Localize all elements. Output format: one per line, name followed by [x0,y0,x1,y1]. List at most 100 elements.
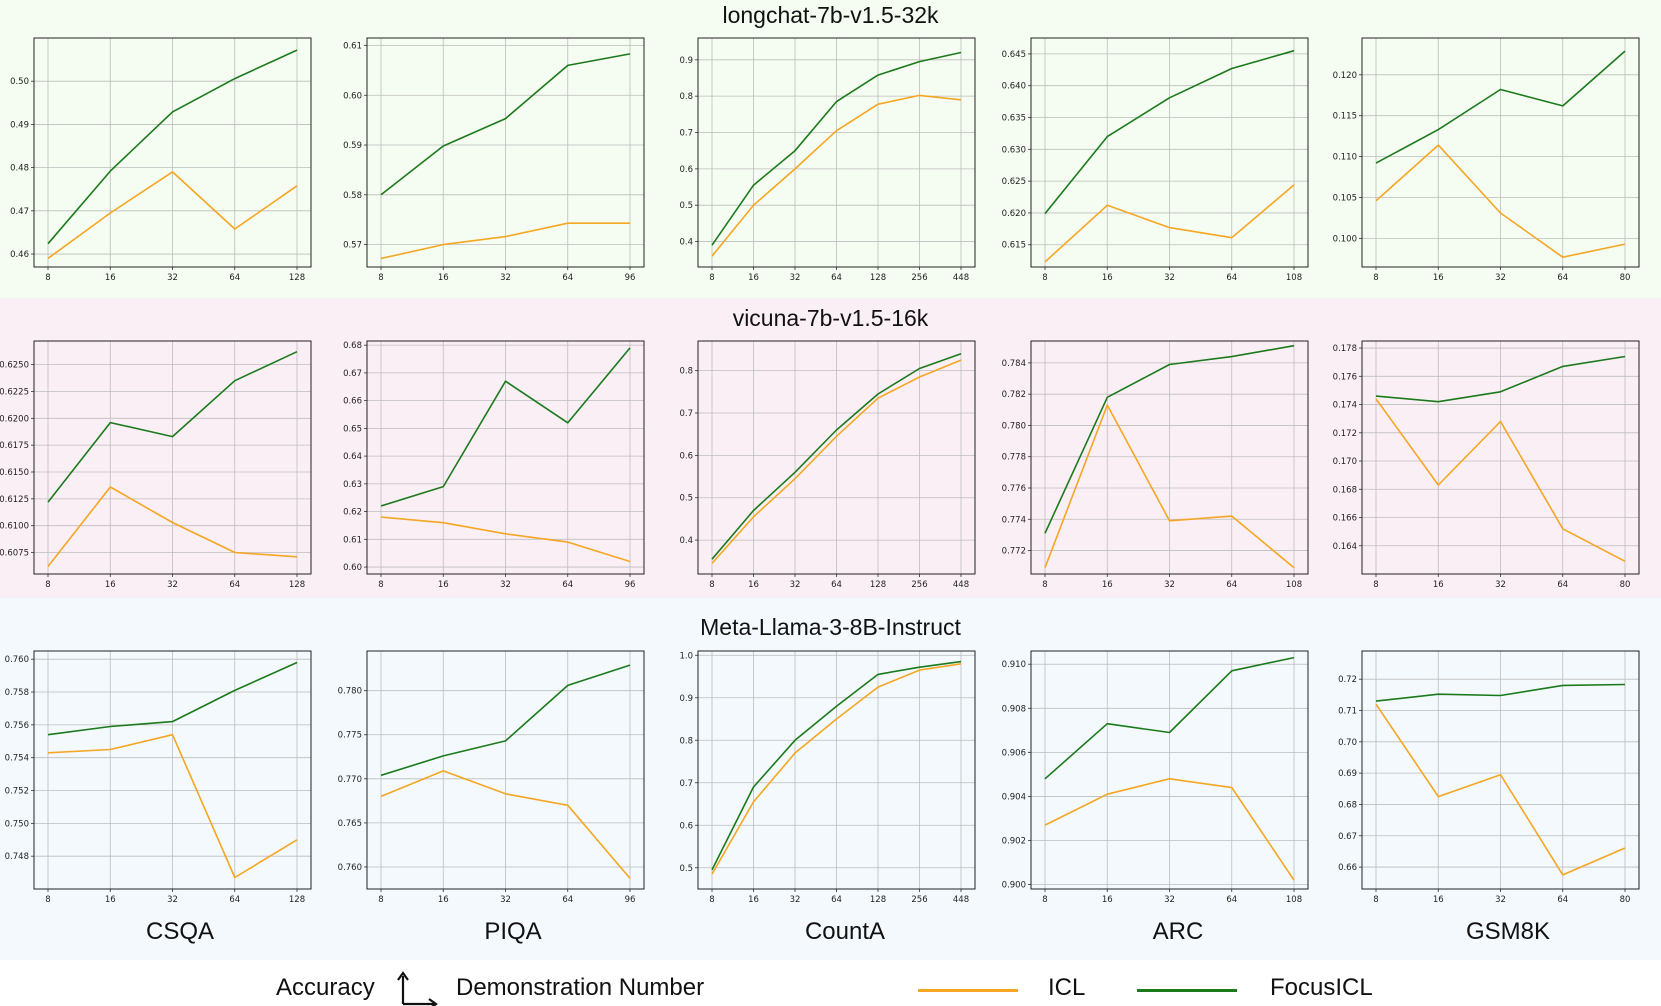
plot-frame [1030,340,1309,575]
y-tick-label: 0.904 [1002,792,1026,802]
y-tick-label: 0.635 [1002,114,1026,124]
column-label-csqa: CSQA [145,918,214,945]
x-tick-label: 16 [438,273,449,283]
x-tick-label: 16 [1102,580,1113,590]
y-tick-label: 0.174 [1333,401,1357,411]
y-tick-label: 0.752 [5,787,29,797]
x-tick-label: 8 [1373,895,1378,905]
y-tick-label: 0.784 [1002,359,1026,369]
x-tick-label: 448 [953,273,969,283]
x-tick-label: 448 [953,895,969,905]
series-line-icl [47,171,298,260]
y-tick-label: 0.6150 [0,468,29,478]
x-tick-label: 80 [1620,895,1631,905]
y-tick-label: 0.70 [1338,738,1357,748]
x-tick-label: 64 [562,580,573,590]
x-tick-label: 128 [289,895,305,905]
x-tick-label: 128 [870,273,886,283]
x-tick-label: 8 [1042,580,1047,590]
y-tick-label: 0.4 [679,536,693,546]
x-tick-label: 16 [105,895,116,905]
legend-x-label: Demonstration Number [456,974,705,1001]
legend-focusicl-label: FocusICL [1270,974,1373,1001]
plot-frame [33,340,312,575]
legend-y-label: Accuracy [276,974,375,1001]
y-tick-label: 0.782 [1002,390,1026,400]
y-tick-label: 0.645 [1002,50,1026,60]
x-tick-label: 16 [748,895,759,905]
x-tick-label: 16 [1102,273,1113,283]
plot-frame [1030,37,1309,268]
y-tick-label: 0.63 [343,480,362,490]
series-line-focusicl [47,350,298,503]
x-tick-label: 32 [500,895,511,905]
plot-frame [1361,650,1640,890]
x-tick-label: 64 [1226,895,1237,905]
y-tick-label: 0.105 [1333,193,1357,203]
y-tick-label: 0.756 [5,721,29,731]
plot-frame [366,650,645,890]
row-title-llama: Meta-Llama-3-8B-Instruct [700,614,961,640]
plot-frame [1361,340,1640,575]
x-tick-label: 16 [1433,273,1444,283]
series-line-focusicl [1044,49,1295,215]
y-tick-label: 0.66 [343,397,362,407]
chart-longchat-gsm8k: 8 16 32 64 80 0.100 0.105 0.110 0.115 0.120 [1333,37,1640,283]
legend-focusicl-swatch [1137,989,1237,992]
y-tick-label: 0.750 [5,819,29,829]
x-tick-label: 16 [1102,895,1113,905]
y-tick-label: 0.66 [1338,863,1357,873]
series-line-focusicl [1044,344,1295,534]
plot-frame [697,340,976,575]
x-tick-label: 8 [378,273,383,283]
y-tick-label: 0.170 [1333,457,1357,467]
y-tick-label: 0.778 [1002,453,1026,463]
y-tick-label: 0.5 [679,864,693,874]
x-tick-label: 16 [438,895,449,905]
chart-vicuna-counta: 8 16 32 64 128 256 448 0.4 0.5 0.6 0.7 0.8 [679,340,976,590]
x-tick-label: 64 [562,895,573,905]
x-tick-label: 80 [1620,273,1631,283]
plot-frame [33,37,312,268]
x-tick-label: 8 [378,895,383,905]
x-tick-label: 8 [709,580,714,590]
chart-llama-piqa: 8 16 32 64 96 0.760 0.765 0.770 0.775 0.780 [338,650,645,905]
y-tick-label: 0.615 [1002,241,1026,251]
y-tick-label: 0.176 [1333,372,1357,382]
x-tick-label: 8 [45,895,50,905]
y-tick-label: 0.5 [679,201,693,211]
x-tick-label: 8 [1042,273,1047,283]
x-tick-label: 96 [625,895,636,905]
plot-frame [1361,37,1640,268]
x-tick-label: 128 [289,580,305,590]
y-tick-label: 0.68 [343,341,362,351]
series-line-icl [1375,703,1626,876]
y-tick-label: 0.168 [1333,485,1357,495]
y-tick-label: 0.6100 [0,522,29,532]
series-line-focusicl [711,51,962,246]
x-tick-label: 128 [289,273,305,283]
y-tick-label: 0.62 [343,508,362,518]
row-band-longchat [0,0,1661,298]
axis-corner-icon [397,971,438,1006]
chart-longchat-counta: 8 16 32 64 128 256 448 0.4 0.5 0.6 0.7 0.8 0.9 [679,37,976,283]
series-line-focusicl [1375,50,1626,164]
y-tick-label: 0.760 [338,863,362,873]
x-tick-label: 64 [831,895,842,905]
series-line-focusicl [47,661,298,736]
x-tick-label: 96 [625,273,636,283]
x-tick-label: 32 [1495,580,1506,590]
x-tick-label: 8 [378,580,383,590]
x-tick-label: 128 [870,895,886,905]
plot-frame [33,650,312,890]
y-tick-label: 0.120 [1333,71,1357,81]
x-tick-label: 32 [1164,273,1175,283]
x-tick-label: 64 [1226,273,1237,283]
series-line-icl [47,733,298,879]
series-line-icl [1044,778,1295,881]
y-tick-label: 0.6 [679,451,693,461]
y-tick-label: 0.620 [1002,209,1026,219]
series-line-focusicl [1375,683,1626,702]
y-tick-label: 0.60 [343,91,362,101]
plot-frame [697,650,976,890]
